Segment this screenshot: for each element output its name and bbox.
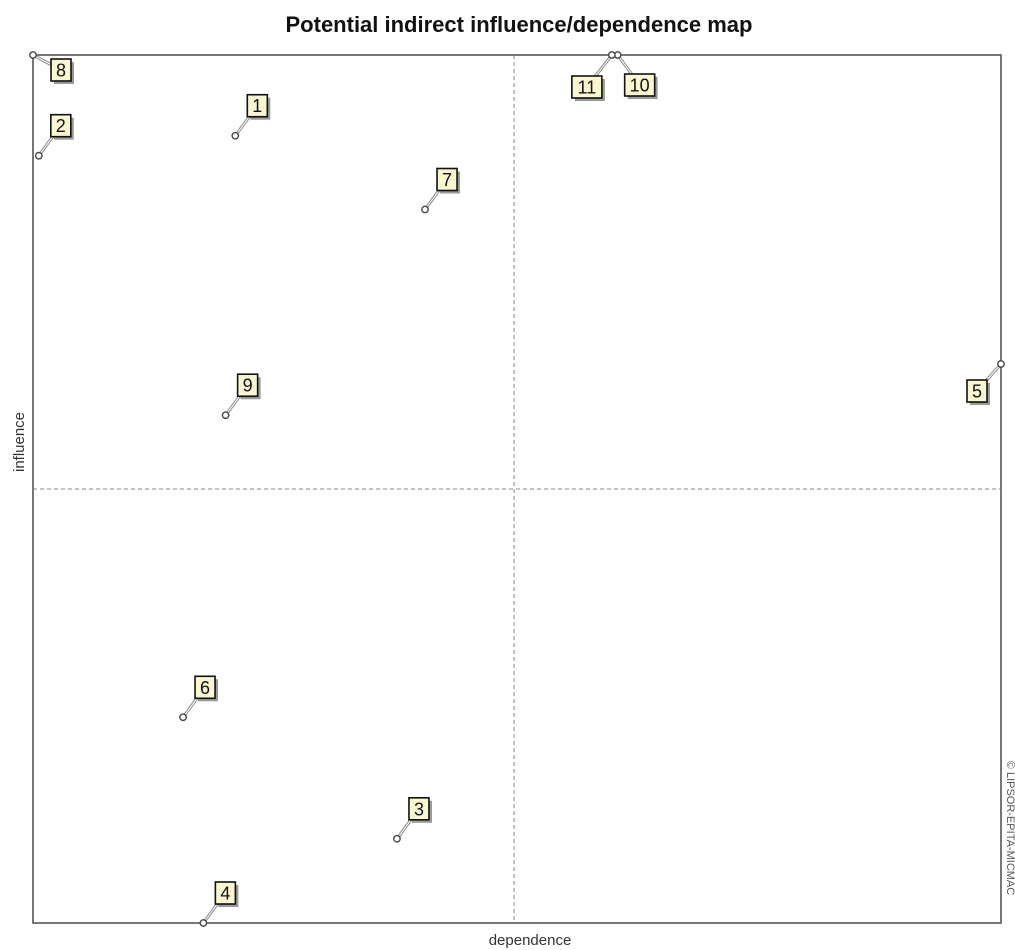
data-point-4: 4 bbox=[199, 881, 239, 927]
label-box bbox=[194, 675, 216, 700]
point-label: 11 bbox=[578, 78, 597, 98]
label-box bbox=[966, 379, 988, 403]
label-box bbox=[50, 113, 72, 138]
point-marker bbox=[421, 205, 429, 214]
label-box bbox=[571, 75, 603, 99]
label-box bbox=[50, 58, 72, 82]
point-marker bbox=[997, 360, 1005, 368]
point-marker bbox=[199, 919, 208, 927]
watermark: © LIPSOR-EPITA-MICMAC bbox=[1004, 761, 1015, 895]
y-axis-label: influence bbox=[11, 412, 28, 472]
chart-title: Potential indirect influence/dependence … bbox=[286, 12, 753, 37]
point-marker bbox=[393, 834, 401, 843]
label-box bbox=[246, 93, 269, 118]
point-label: 6 bbox=[200, 678, 210, 698]
point-marker bbox=[179, 713, 187, 722]
point-marker bbox=[221, 411, 230, 420]
point-label: 9 bbox=[243, 376, 253, 396]
point-label: 3 bbox=[414, 799, 424, 819]
x-axis-label: dependence bbox=[489, 932, 572, 949]
point-marker bbox=[29, 51, 37, 59]
data-point-6: 6 bbox=[179, 675, 219, 722]
point-label: 5 bbox=[972, 382, 982, 402]
data-point-11: 11 bbox=[571, 51, 616, 101]
point-label: 2 bbox=[56, 116, 66, 136]
data-point-2: 2 bbox=[34, 113, 74, 160]
point-label: 10 bbox=[630, 76, 650, 96]
data-point-3: 3 bbox=[393, 797, 432, 843]
data-point-8: 8 bbox=[29, 51, 74, 84]
label-box bbox=[236, 373, 259, 398]
data-points: 1 2 3 4 5 6 7 8 9 10 11 bbox=[29, 51, 1005, 927]
point-marker bbox=[34, 151, 43, 160]
label-box bbox=[214, 881, 237, 905]
data-point-7: 7 bbox=[421, 167, 461, 214]
data-point-5: 5 bbox=[966, 360, 1005, 406]
data-point-1: 1 bbox=[231, 93, 271, 140]
point-marker bbox=[607, 51, 616, 59]
label-box bbox=[623, 73, 656, 97]
point-label: 4 bbox=[220, 884, 230, 904]
data-point-9: 9 bbox=[221, 373, 261, 420]
point-label: 7 bbox=[442, 170, 452, 190]
point-label: 8 bbox=[56, 61, 66, 81]
point-label: 1 bbox=[252, 96, 262, 116]
label-box bbox=[436, 167, 458, 192]
data-point-10: 10 bbox=[613, 51, 658, 99]
label-box bbox=[408, 797, 430, 821]
point-marker bbox=[231, 131, 240, 140]
